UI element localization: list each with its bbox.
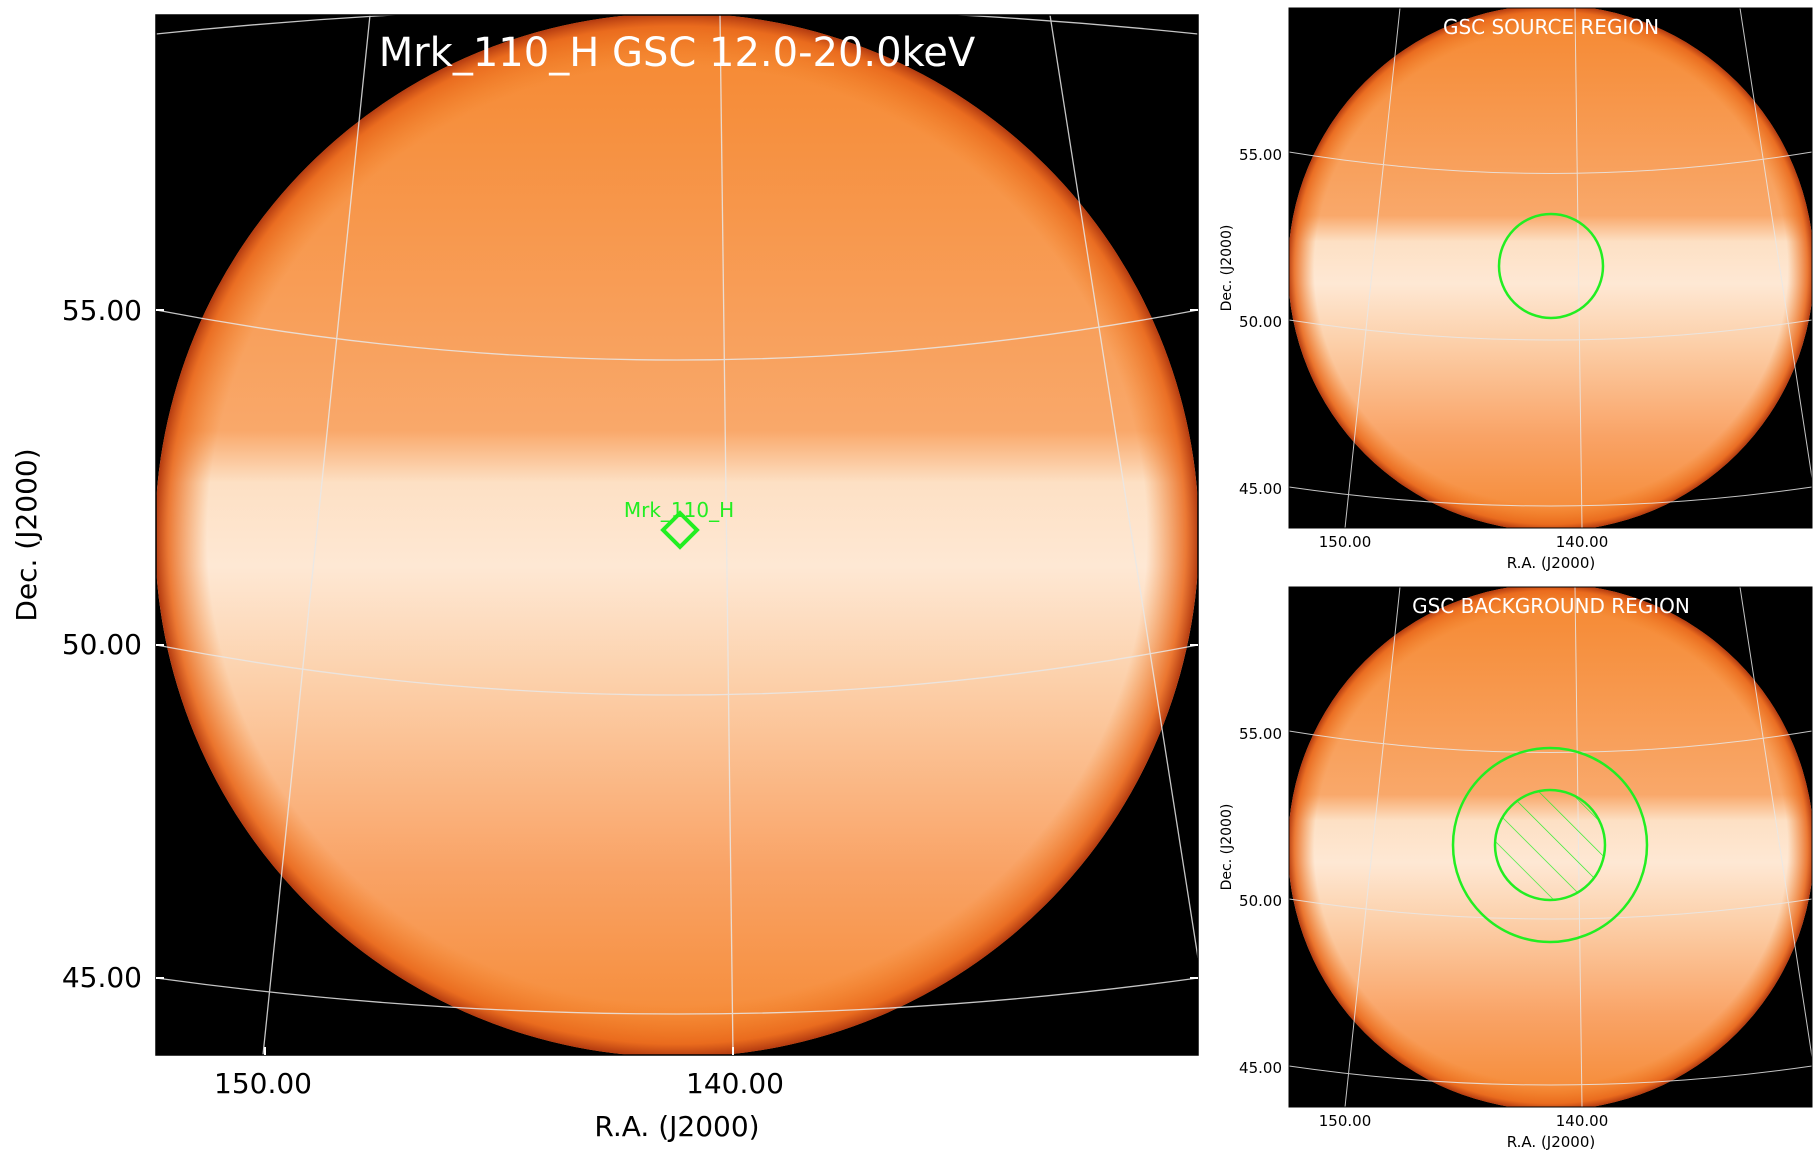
source-xlabel: R.A. (J2000) xyxy=(1507,554,1596,572)
main-ylabel: Dec. (J2000) xyxy=(10,448,43,621)
background-xtick-150: 150.00 xyxy=(1319,1112,1372,1130)
source-axes-frame xyxy=(1288,7,1813,529)
main-ytick-55: 55.00 xyxy=(62,294,142,327)
source-ytick-45: 45.00 xyxy=(1239,480,1282,498)
source-label: Mrk_110_H xyxy=(624,498,734,522)
source-xtick-140: 140.00 xyxy=(1556,533,1609,551)
main-ytick-45: 45.00 xyxy=(62,961,142,994)
source-region-circle[interactable] xyxy=(1497,212,1605,320)
main-coordinate-grid xyxy=(156,15,1198,1055)
background-outer-circle[interactable] xyxy=(1451,746,1649,944)
background-ylabel: Dec. (J2000) xyxy=(1219,804,1235,891)
source-panel: GSC SOURCE REGION 55.00 50.00 45.00 150.… xyxy=(1219,7,1813,572)
background-axes-frame xyxy=(1288,586,1813,1108)
background-excluded-hatch xyxy=(1495,790,1605,900)
main-xtick-140: 140.00 xyxy=(686,1067,784,1100)
main-xtick-150: 150.00 xyxy=(214,1067,312,1100)
source-ylabel: Dec. (J2000) xyxy=(1219,225,1235,312)
background-ytick-55: 55.00 xyxy=(1239,725,1282,743)
background-coordinate-grid xyxy=(1289,587,1812,1107)
source-disk-edge xyxy=(1289,8,1812,528)
source-ytick-50: 50.00 xyxy=(1239,313,1282,331)
background-title: GSC BACKGROUND REGION xyxy=(1412,594,1690,618)
main-xlabel: R.A. (J2000) xyxy=(594,1110,759,1143)
background-panel: GSC BACKGROUND REGION 55.00 50.00 45.00 … xyxy=(1219,586,1813,1151)
source-xtick-150: 150.00 xyxy=(1319,533,1372,551)
source-ytick-55: 55.00 xyxy=(1239,146,1282,164)
background-inner-circle[interactable] xyxy=(1493,788,1607,902)
main-title: Mrk_110_H GSC 12.0-20.0keV xyxy=(379,30,976,76)
source-title: GSC SOURCE REGION xyxy=(1443,15,1659,39)
source-coordinate-grid xyxy=(1289,8,1812,528)
background-ytick-50: 50.00 xyxy=(1239,892,1282,910)
main-disk-edge xyxy=(156,15,1198,1055)
source-diamond-marker[interactable] xyxy=(660,510,700,550)
background-ytick-45: 45.00 xyxy=(1239,1059,1282,1077)
background-xtick-140: 140.00 xyxy=(1556,1112,1609,1130)
main-ticks xyxy=(156,309,1198,1055)
main-ytick-50: 50.00 xyxy=(62,628,142,661)
main-panel: Mrk_110_H Mrk_110_H GSC 12.0-20.0keV 55.… xyxy=(10,14,1199,1143)
background-xlabel: R.A. (J2000) xyxy=(1507,1133,1596,1151)
main-axes-frame xyxy=(155,14,1199,1056)
